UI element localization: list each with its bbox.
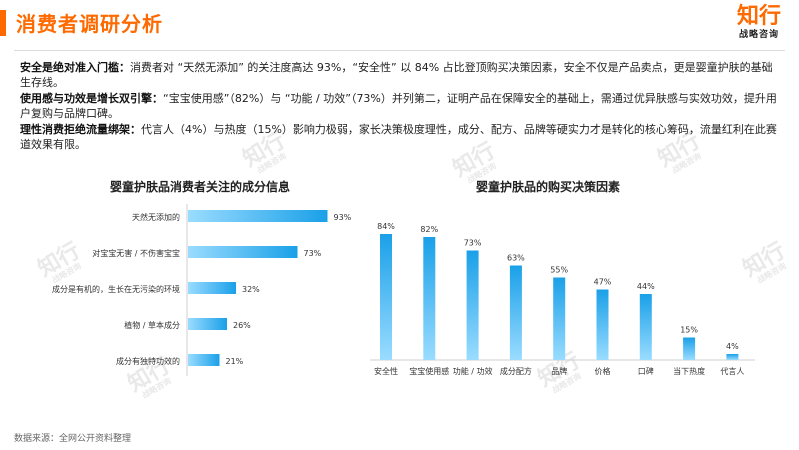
ingredient-bar bbox=[188, 210, 328, 222]
factor-bar bbox=[683, 337, 696, 360]
factor-bar bbox=[466, 250, 479, 360]
ingredient-bar bbox=[188, 246, 298, 258]
factor-value-label: 82% bbox=[420, 225, 438, 234]
factor-category-label: 功能 / 功效 bbox=[453, 366, 493, 376]
finding-lead: 安全是绝对准入门槛： bbox=[20, 61, 130, 74]
ingredient-value-label: 93% bbox=[334, 213, 352, 222]
data-source: 数据来源：全网公开资料整理 bbox=[14, 434, 132, 444]
factor-bar bbox=[380, 234, 392, 360]
ingredient-category-label: 天然无添加的 bbox=[132, 212, 180, 222]
finding-rational: 理性消费拒绝流量绑架：代言人（4%）与热度（15%）影响力极弱，家长决策极度理性… bbox=[20, 122, 780, 152]
factor-bar bbox=[509, 265, 522, 360]
factor-category-label: 宝宝使用感 bbox=[409, 366, 449, 376]
ingredient-category-label: 植物 / 草本成分 bbox=[124, 320, 180, 330]
factor-category-label: 品牌 bbox=[551, 366, 567, 376]
factor-category-label: 口碑 bbox=[638, 366, 654, 376]
finding-lead: 使用感与功效是增长双引擎： bbox=[20, 92, 163, 105]
finding-text: 消费者对 “天然无添加” 的关注度高达 93%，“安全性” 以 84% 占比登顶… bbox=[20, 61, 773, 89]
purchase-factor-chart: 84% 安全性 82% 宝宝使用感 73% 功能 / 功效 63% 成分配方 55% 品牌 47% 价… bbox=[370, 222, 755, 376]
ingredient-value-label: 32% bbox=[242, 285, 260, 294]
factor-value-label: 4% bbox=[726, 342, 739, 351]
factor-bar bbox=[639, 294, 652, 360]
factor-value-label: 15% bbox=[680, 326, 698, 335]
key-findings: 安全是绝对准入门槛：消费者对 “天然无添加” 的关注度高达 93%，“安全性” … bbox=[20, 60, 780, 153]
factor-bar bbox=[423, 237, 436, 360]
ingredient-value-label: 26% bbox=[233, 321, 251, 330]
factor-category-label: 当下热度 bbox=[673, 366, 705, 376]
logo-main: 知行 bbox=[736, 4, 781, 29]
logo: 知行 战略咨询 bbox=[737, 4, 781, 41]
ingredient-value-label: 73% bbox=[304, 249, 322, 258]
factor-value-label: 63% bbox=[507, 254, 525, 263]
factor-value-label: 84% bbox=[377, 222, 395, 231]
factor-category-label: 成分配方 bbox=[500, 366, 532, 376]
factor-value-label: 47% bbox=[594, 278, 612, 287]
right-chart-title: 婴童护肤品的购买决策因素 bbox=[476, 180, 621, 194]
ingredient-bar bbox=[188, 282, 236, 294]
finding-lead: 理性消费拒绝流量绑架： bbox=[20, 123, 141, 136]
logo-sub: 战略咨询 bbox=[738, 30, 779, 40]
finding-text: “宝宝使用感”（82%）与 “功能 / 功效”（73%）并列第二，证明产品在保障… bbox=[20, 92, 777, 120]
factor-value-label: 44% bbox=[637, 282, 655, 291]
page-title: 消费者调研分析 bbox=[16, 12, 163, 36]
factor-bar bbox=[553, 277, 566, 360]
ingredient-bar bbox=[188, 318, 227, 330]
header-divider bbox=[14, 50, 785, 51]
ingredient-category-label: 对宝宝无害 / 不伤害宝宝 bbox=[92, 248, 180, 258]
ingredient-bar bbox=[188, 354, 220, 366]
finding-safety: 安全是绝对准入门槛：消费者对 “天然无添加” 的关注度高达 93%，“安全性” … bbox=[20, 60, 780, 90]
ingredient-attention-chart: 天然无添加的 93% 对宝宝无害 / 不伤害宝宝 73% 成分是有机的，生长在无污染的环… bbox=[52, 204, 352, 376]
factor-bar bbox=[596, 289, 609, 360]
finding-experience: 使用感与功效是增长双引擎：“宝宝使用感”（82%）与 “功能 / 功效”（73%… bbox=[20, 91, 780, 121]
factor-value-label: 55% bbox=[550, 266, 568, 275]
finding-text: 代言人（4%）与热度（15%）影响力极弱，家长决策极度理性，成分、配方、品牌等硬… bbox=[20, 123, 777, 151]
header: 消费者调研分析 知行 战略咨询 bbox=[0, 0, 799, 58]
ingredient-value-label: 21% bbox=[226, 357, 244, 366]
factor-value-label: 73% bbox=[464, 239, 482, 248]
ingredient-category-label: 成分有独特功效的 bbox=[116, 356, 180, 366]
factor-category-label: 安全性 bbox=[374, 366, 398, 376]
left-chart-title: 婴童护肤品消费者关注的成分信息 bbox=[110, 180, 291, 194]
factor-bar bbox=[726, 354, 739, 360]
title-accent bbox=[0, 10, 6, 36]
factor-category-label: 价格 bbox=[595, 366, 611, 376]
factor-category-label: 代言人 bbox=[720, 366, 744, 376]
ingredient-category-label: 成分是有机的，生长在无污染的环境 bbox=[52, 284, 180, 294]
